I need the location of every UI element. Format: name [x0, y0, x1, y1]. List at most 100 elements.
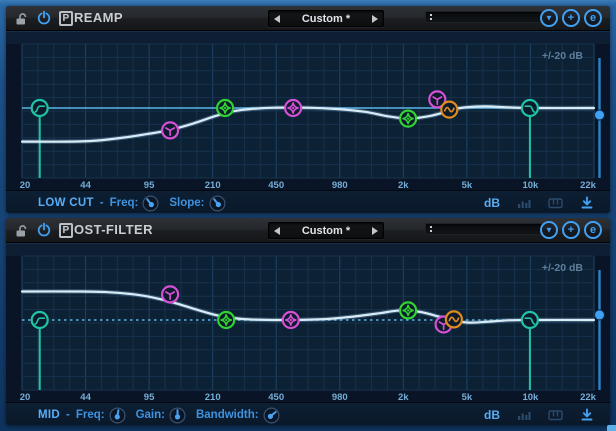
freq-tick-label: 980: [332, 180, 348, 190]
eq-handle-high-mid-2[interactable]: [428, 90, 447, 109]
edit-button[interactable]: e: [584, 221, 602, 239]
edit-icon: e: [589, 11, 597, 24]
db-scale-toggle[interactable]: dB: [484, 408, 500, 422]
output-gain-slider-thumb[interactable]: [594, 109, 605, 121]
peak-band-icon: [287, 102, 299, 114]
peak-band-icon: [402, 304, 414, 317]
lowcut-band-icon: [34, 105, 46, 113]
download-icon[interactable]: [580, 408, 594, 422]
add-button[interactable]: +: [562, 221, 580, 239]
param-label: Freq:: [75, 409, 105, 421]
preset-prev-arrow[interactable]: [274, 14, 280, 23]
eq-handle-mid-2[interactable]: [281, 310, 300, 330]
freq-tick-label: 44: [80, 180, 91, 190]
freq-tick-label: 210: [205, 180, 221, 190]
y-band-icon: [165, 127, 176, 137]
knob-icon: [263, 406, 280, 424]
edit-icon: e: [589, 223, 597, 236]
dropdown-button[interactable]: ▼: [540, 221, 558, 239]
eq-handle-high-mid-1[interactable]: [399, 301, 418, 320]
separator: -: [99, 197, 104, 209]
freq-tick-label: 95: [144, 180, 155, 190]
display-options: dB: [484, 408, 594, 422]
resize-handle[interactable]: [607, 425, 616, 431]
power-button-icon[interactable]: [36, 10, 52, 26]
slope-knob[interactable]: [208, 194, 226, 212]
eq-handle-low-cut[interactable]: [30, 310, 49, 330]
y-band-icon: [165, 291, 176, 301]
preset-prev-arrow[interactable]: [274, 226, 280, 235]
meter-tick: [430, 226, 432, 228]
output-meter: [425, 223, 543, 235]
preamp-eq-display[interactable]: +/-20 dB 20 44 95 210 450 980 2k 5k 10k 22k: [6, 31, 610, 190]
preset-next-arrow[interactable]: [372, 14, 378, 23]
dropdown-button[interactable]: ▼: [540, 9, 558, 27]
preset-name[interactable]: Custom *: [301, 224, 351, 237]
sine-band-icon: [448, 316, 460, 323]
freq-tick-label: 20: [20, 392, 31, 402]
gain-knob[interactable]: [169, 406, 186, 424]
highcut-band-icon: [524, 317, 536, 325]
freq-tick-label: 22k: [580, 392, 597, 402]
eq-handle-low-mid[interactable]: [161, 285, 180, 304]
knob-icon: [169, 406, 186, 424]
knob-icon: [109, 406, 126, 424]
freq-tick-label: 450: [268, 180, 284, 190]
module-title-box-letter: P: [59, 223, 73, 238]
analyzer-icon[interactable]: [517, 408, 531, 422]
peak-band-icon: [284, 314, 297, 326]
lowcut-band-icon: [34, 317, 46, 325]
freq-tick-label: 10k: [522, 180, 539, 190]
eq-handle-mid-2[interactable]: [284, 98, 303, 118]
power-button-icon[interactable]: [36, 222, 52, 238]
eq-handle-high[interactable]: [440, 100, 459, 119]
gain-param: Gain:: [136, 406, 186, 424]
freq-tick-label: 10k: [522, 392, 539, 402]
download-icon[interactable]: [580, 196, 594, 210]
eq-handle-high-cut[interactable]: [520, 98, 540, 118]
unlock-icon[interactable]: [14, 223, 29, 238]
edit-button[interactable]: e: [584, 9, 602, 27]
eq-handle-high[interactable]: [444, 310, 463, 329]
bandwidth-knob[interactable]: [263, 406, 280, 424]
separator: -: [65, 409, 70, 421]
eq-handle-high-cut[interactable]: [520, 310, 540, 330]
band-params: Freq: Gain: Bandwidth:: [75, 406, 290, 424]
preset-selector: Custom *: [268, 10, 384, 27]
highcut-band-icon: [524, 105, 536, 113]
freq-tick-label: 210: [205, 392, 221, 402]
eq-handle-low-cut[interactable]: [30, 98, 49, 118]
sine-band-icon: [443, 106, 455, 113]
preset-selector: Custom *: [268, 222, 384, 239]
keyboard-icon[interactable]: [548, 196, 563, 210]
analyzer-icon[interactable]: [517, 196, 531, 210]
output-meter: [425, 11, 543, 23]
freq-tick-label: 20: [20, 180, 31, 190]
post-filter-eq-display[interactable]: +/-20 dB 20 44 95 210 450 980 2k 5k 10k 22k: [6, 243, 610, 402]
keyboard-icon[interactable]: [548, 408, 563, 422]
preamp-header: P REAMP Custom * ▼ + e: [6, 6, 610, 31]
module-title-text: OST-FILTER: [74, 222, 153, 237]
preset-next-arrow[interactable]: [372, 226, 378, 235]
unlock-icon[interactable]: [14, 11, 29, 26]
param-label: Freq:: [109, 197, 139, 209]
freq-tick-label: 5k: [462, 180, 473, 190]
chevron-down-icon: ▼: [545, 13, 553, 23]
preset-name[interactable]: Custom *: [301, 12, 351, 25]
eq-handle-high-mid-1[interactable]: [399, 109, 418, 128]
freq-tick-label: 95: [144, 392, 155, 402]
selected-band-label: MID: [38, 409, 60, 421]
add-button[interactable]: +: [562, 9, 580, 27]
y-band-icon: [432, 96, 443, 106]
peak-band-icon: [402, 112, 414, 125]
eq-handle-mid-1[interactable]: [217, 310, 236, 330]
output-gain-slider-thumb[interactable]: [594, 309, 605, 321]
preamp-band-bar: LOW CUT - Freq: Slope: dB: [6, 190, 610, 213]
freq-knob[interactable]: [142, 194, 159, 212]
freq-param: Freq:: [75, 406, 126, 424]
eq-handle-low-mid[interactable]: [161, 121, 180, 140]
db-scale-toggle[interactable]: dB: [484, 196, 500, 210]
eq-handle-mid-1[interactable]: [216, 98, 235, 118]
freq-knob[interactable]: [109, 406, 126, 424]
